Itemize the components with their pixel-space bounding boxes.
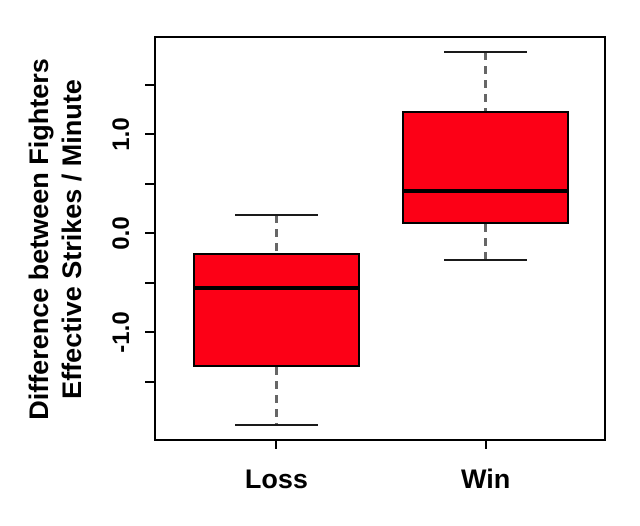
x-tick-mark-Loss: [275, 441, 278, 449]
plot-area: [154, 36, 606, 441]
y-axis-title: Difference between Fighters Effective St…: [23, 0, 89, 489]
whisker-cap-lower-Loss: [234, 424, 319, 427]
y-tick-mark-2: [145, 182, 154, 185]
whisker-cap-upper-Loss: [234, 214, 319, 217]
median-Loss: [192, 285, 361, 290]
y-tick-label--1.0: -1.0: [108, 311, 135, 353]
x-category-label-Loss: Loss: [244, 464, 308, 494]
whisker-lower-Win: [484, 224, 488, 260]
y-tick-label-0.0: 0.0: [108, 216, 135, 250]
y-axis-title-line-2: Effective Strikes / Minute: [57, 79, 87, 399]
y-tick-mark-4: [145, 281, 154, 284]
box-Win: [401, 111, 570, 225]
whisker-lower-Loss: [274, 366, 278, 426]
x-category-label-Win: Win: [461, 464, 511, 494]
x-tick-mark-Win: [484, 441, 487, 449]
y-tick-mark-1: [145, 133, 154, 136]
y-axis-title-line-1: Difference between Fighters: [24, 58, 54, 420]
y-tick-label-1.0: 1.0: [108, 117, 135, 151]
box-Loss: [192, 252, 361, 367]
y-tick-mark-0: [145, 83, 154, 86]
whisker-upper-Win: [484, 51, 488, 112]
whisker-cap-lower-Win: [443, 258, 528, 261]
y-tick-mark-5: [145, 331, 154, 334]
median-Win: [401, 189, 570, 194]
y-tick-mark-3: [145, 232, 154, 235]
whisker-cap-upper-Win: [443, 50, 528, 53]
y-tick-mark-6: [145, 380, 154, 383]
whisker-upper-Loss: [274, 215, 278, 253]
